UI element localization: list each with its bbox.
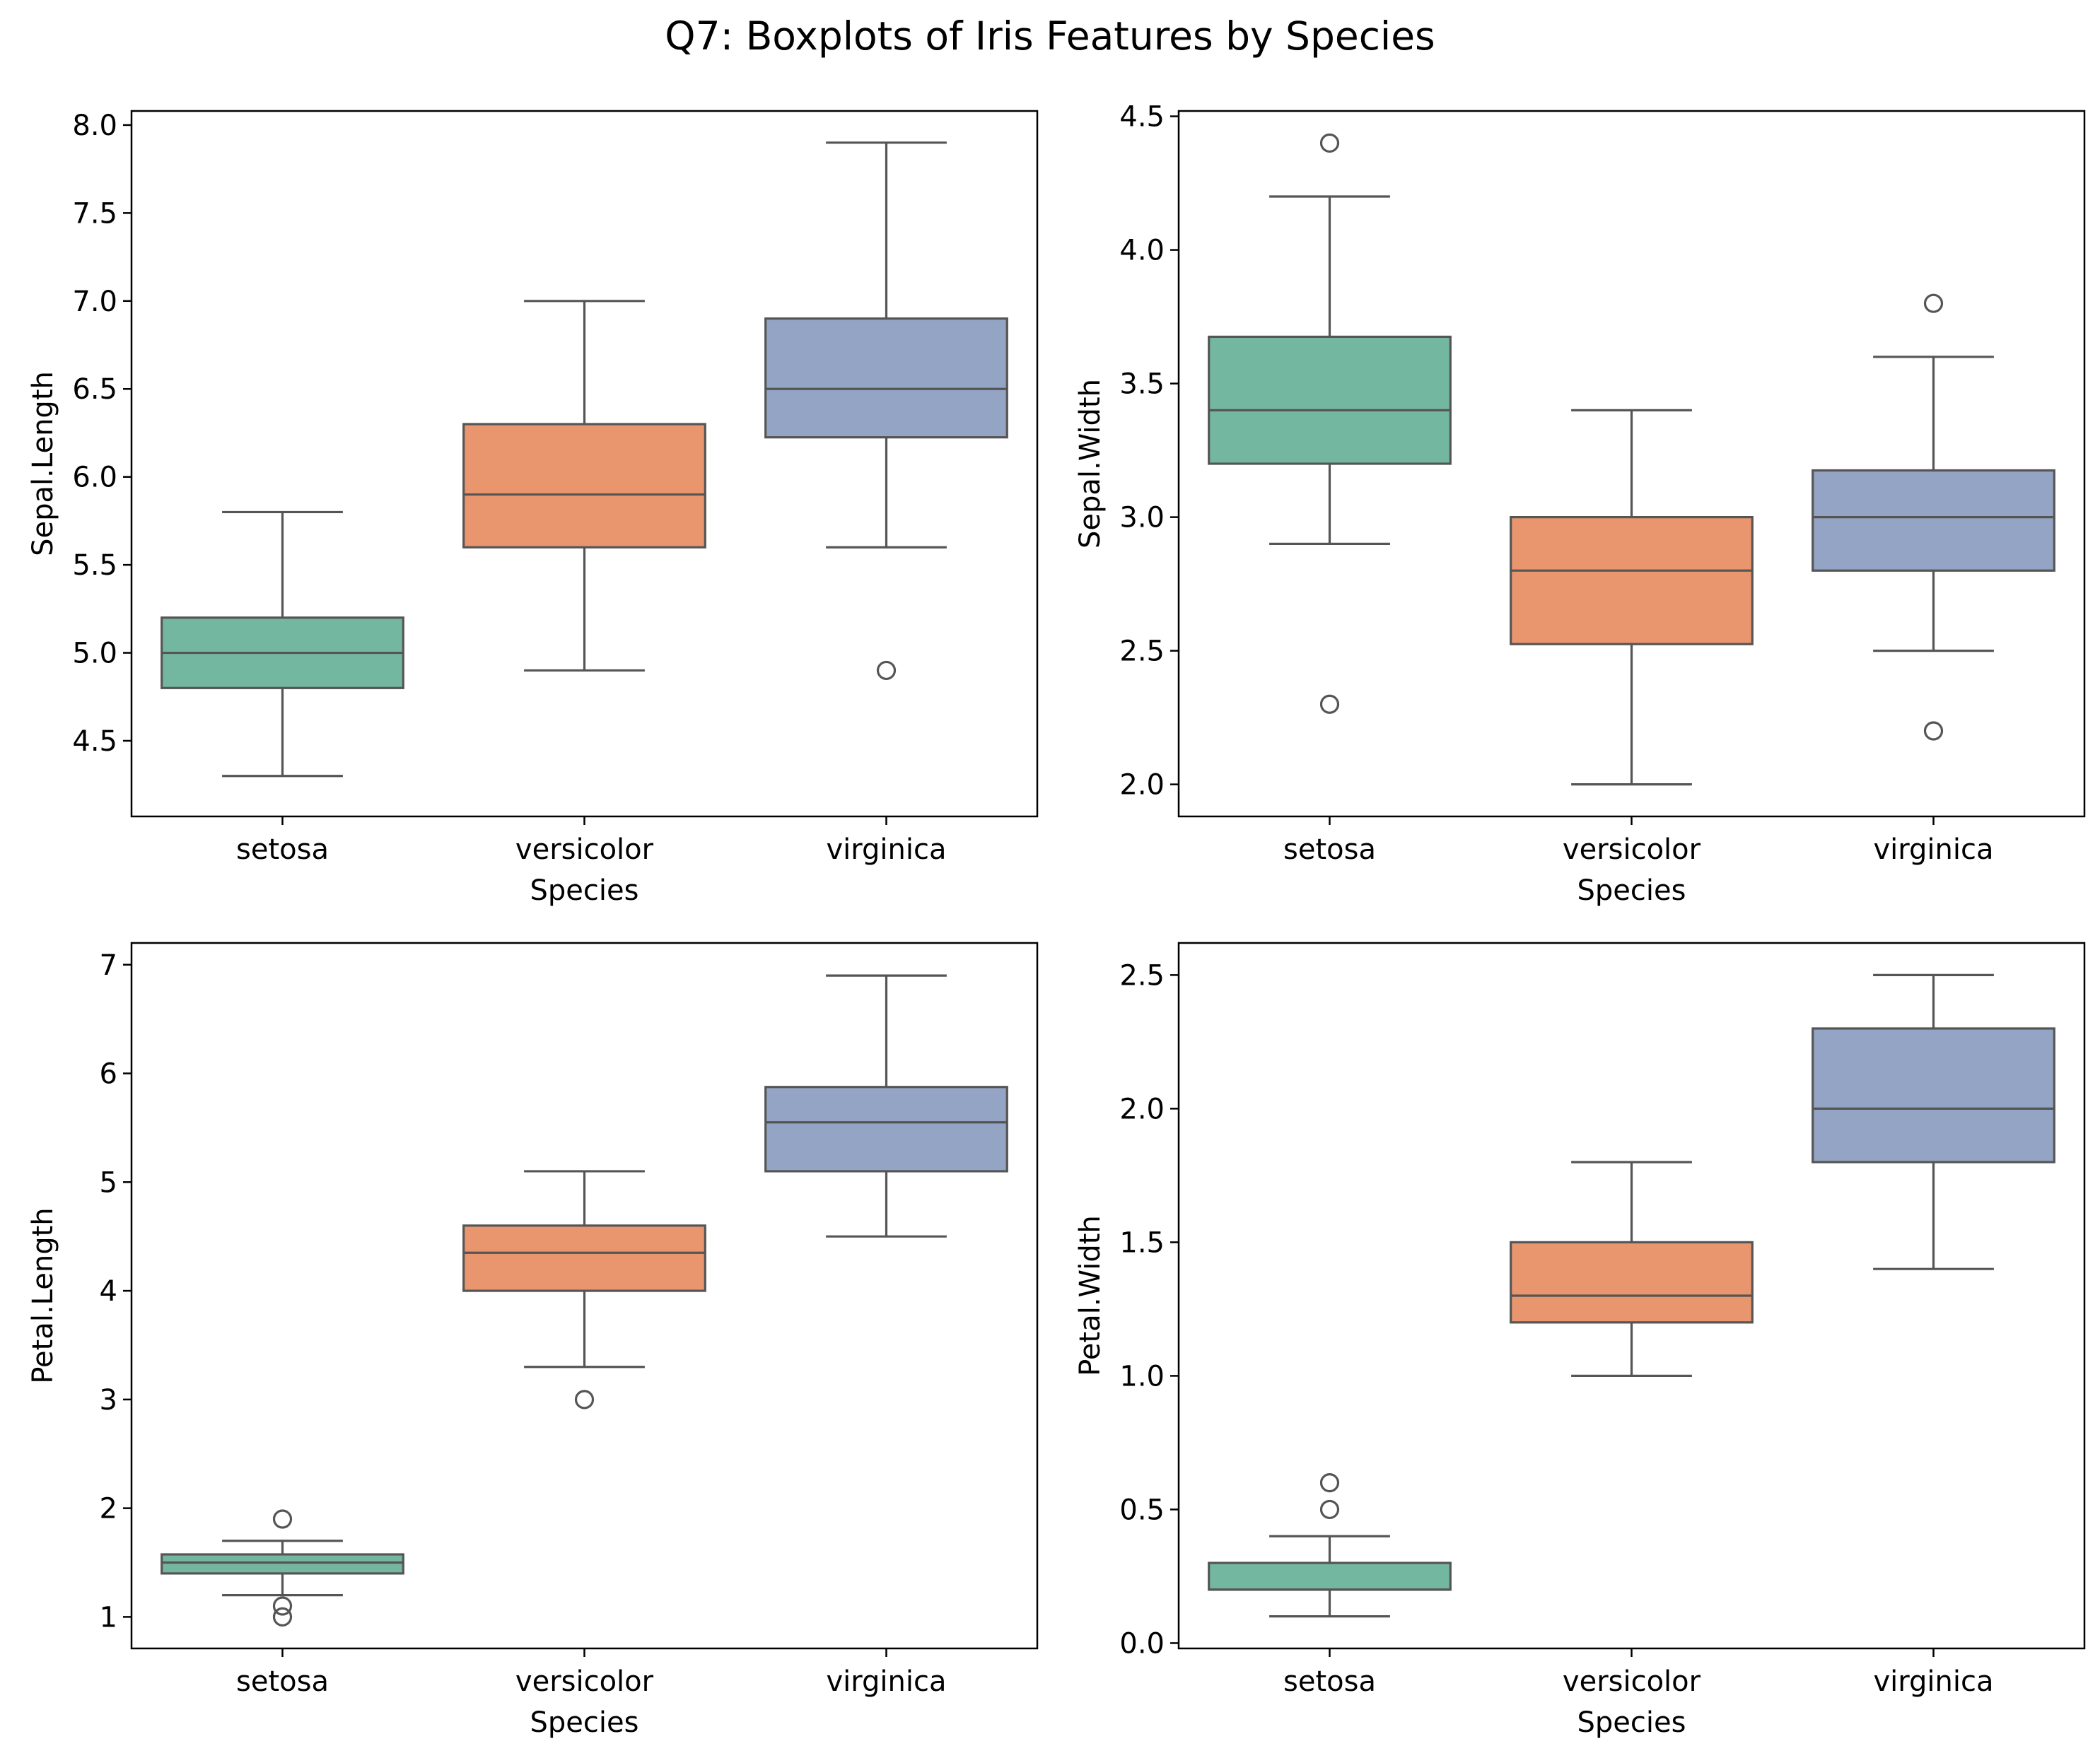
x-tick-label: versicolor [515,1665,654,1698]
y-tick-label: 2.0 [1119,1093,1165,1125]
y-tick-label: 4.5 [72,725,117,758]
y-tick-label: 3.5 [1119,368,1165,401]
y-tick-label: 4.5 [1119,101,1165,134]
y-tick-label: 0.0 [1119,1627,1165,1660]
x-tick-label: virginica [827,1665,947,1698]
outlier-point [1319,1473,1340,1493]
x-axis-label: Species [1577,1706,1686,1739]
box-body [161,1553,404,1575]
outlier-point [1319,133,1340,153]
box-setosa [1208,133,1452,714]
y-axis-label: Sepal.Length [27,371,59,556]
box-body [764,317,1008,439]
box-setosa [1208,1473,1452,1618]
y-tick-label: 2 [100,1493,117,1525]
y-axis-label: Petal.Length [27,1207,59,1383]
x-tick-label: virginica [1874,833,1994,866]
outlier-point [876,660,897,681]
y-tick-label: 7 [100,949,117,982]
x-tick-label: setosa [1283,833,1376,866]
box-virginica [1812,973,2055,1270]
box-setosa [161,1509,404,1627]
x-axis-label: Species [1577,874,1686,907]
x-tick-label: setosa [236,833,329,866]
x-tick-label: versicolor [515,833,654,866]
x-tick-label: versicolor [1563,1665,1701,1698]
y-tick-label: 5.0 [72,638,117,670]
box-body [1812,1027,2055,1164]
y-tick-label: 8.0 [72,110,117,142]
x-tick-label: setosa [1283,1665,1376,1698]
figure-title: Q7: Boxplots of Iris Features by Species [665,13,1435,59]
outlier-point [1923,721,1944,741]
x-tick-label: virginica [1874,1665,1994,1698]
y-axis-label: Sepal.Width [1074,379,1107,549]
panel-sepal-width: 2.0 2.5 3.0 3.5 4.0 4.5 setosa versicolor virgin… [1074,101,2086,907]
outlier-point [272,1607,293,1627]
y-tick-label: 5.5 [72,549,117,582]
y-tick-label: 5 [100,1166,117,1199]
box-virginica [764,974,1008,1238]
box-setosa [161,510,404,778]
outlier-point [1319,694,1340,714]
y-tick-label: 4 [100,1275,117,1308]
outlier-point [272,1509,293,1529]
y-tick-label: 1 [100,1601,117,1634]
panel-sepal-length: 4.5 5.0 5.5 6.0 6.5 7.0 7.5 8.0 setosa versicolor… [27,110,1039,907]
y-tick-label: 2.0 [1119,769,1165,802]
x-tick-label: virginica [827,833,947,866]
outlier-point [272,1596,293,1616]
y-tick-label: 6 [100,1058,117,1091]
box-body [1812,469,2055,572]
box-body [1510,1241,1754,1324]
panel-petal-width: 0.0 0.5 1.0 1.5 2.0 2.5 setosa versicolor virgin… [1074,942,2086,1739]
box-versicolor [462,300,706,672]
x-axis-label: Species [530,874,639,907]
box-virginica [1812,293,2055,741]
y-tick-label: 2.5 [1119,959,1165,992]
panel-petal-length: 1 2 3 4 5 6 7 setosa versicolor virginica Species P… [27,942,1039,1739]
y-tick-label: 6.0 [72,462,117,494]
outlier-point [1319,1499,1340,1520]
y-tick-label: 4.0 [1119,235,1165,267]
subplot-grid: 4.5 5.0 5.5 6.0 6.5 7.0 7.5 8.0 setosa versicolor… [27,101,2086,1739]
y-tick-label: 7.5 [72,197,117,230]
outlier-point [574,1390,595,1410]
y-tick-label: 1.0 [1119,1360,1165,1393]
x-tick-label: versicolor [1563,833,1701,866]
box-versicolor [1510,409,1754,786]
y-tick-label: 7.0 [72,286,117,318]
y-tick-label: 1.5 [1119,1226,1165,1259]
box-body [1208,335,1452,465]
y-tick-label: 3 [100,1384,117,1417]
box-body [1510,516,1754,645]
box-body [462,1224,706,1292]
y-tick-label: 2.5 [1119,635,1165,668]
y-tick-label: 3.0 [1119,502,1165,534]
x-tick-label: setosa [236,1665,329,1698]
outlier-point [1923,293,1944,313]
box-versicolor [1510,1161,1754,1378]
box-body [764,1086,1008,1173]
box-body [462,423,706,549]
y-tick-label: 0.5 [1119,1494,1165,1526]
x-axis-label: Species [530,1706,639,1739]
y-tick-label: 6.5 [72,373,117,406]
box-virginica [764,141,1008,681]
box-body [1208,1561,1452,1591]
box-versicolor [462,1170,706,1410]
y-axis-label: Petal.Width [1074,1215,1107,1376]
